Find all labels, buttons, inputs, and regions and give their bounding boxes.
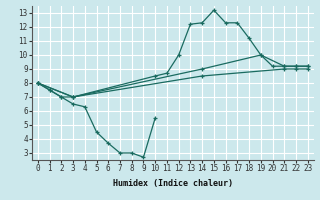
X-axis label: Humidex (Indice chaleur): Humidex (Indice chaleur) [113, 179, 233, 188]
